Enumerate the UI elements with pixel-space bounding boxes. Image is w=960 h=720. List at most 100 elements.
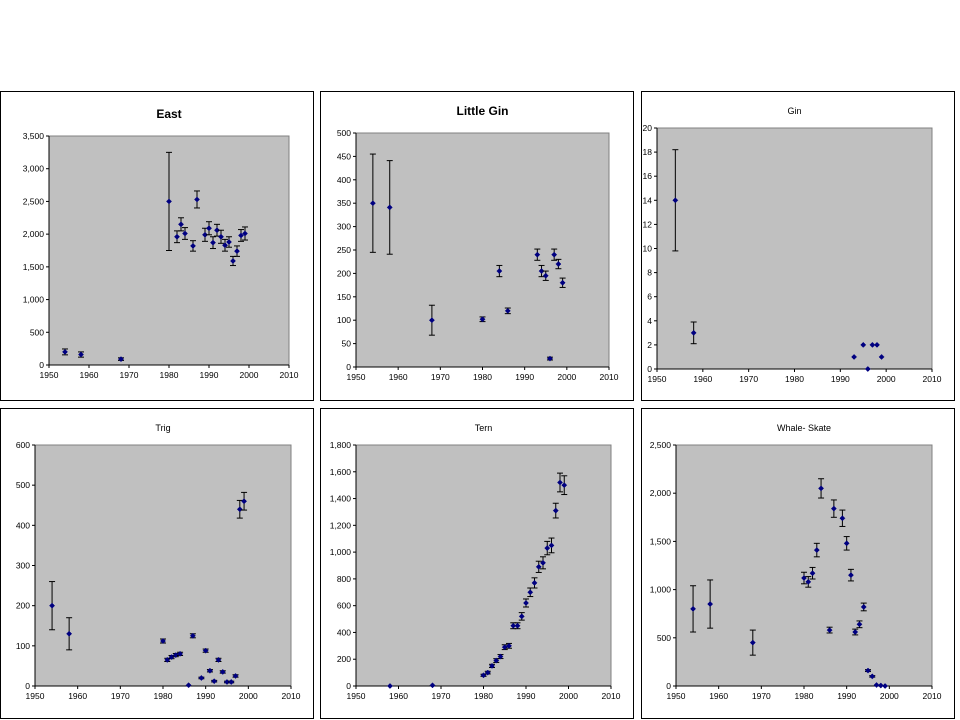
- x-tick-label: 2010: [923, 374, 942, 384]
- chart-title: Gin: [787, 106, 801, 116]
- data-point-marker: [860, 603, 867, 610]
- data-point-marker: [534, 251, 541, 258]
- x-tick-label: 1980: [473, 372, 492, 382]
- data-point-marker: [202, 647, 209, 654]
- chart-svg: Little Gin 0 50 100 150 200 250 300 350 400 450 500…: [337, 104, 619, 382]
- y-tick-label: 1,600: [330, 467, 352, 477]
- data-point-marker: [869, 341, 876, 348]
- data-point-marker: [62, 348, 68, 355]
- data-point-marker: [226, 239, 232, 245]
- data-point-marker: [852, 629, 859, 635]
- y-tick-label: 600: [16, 440, 30, 450]
- y-tick-label: 600: [337, 601, 351, 611]
- y-tick-label: 1,200: [330, 520, 352, 530]
- data-point-marker: [690, 605, 697, 612]
- x-tick-label: 2010: [282, 691, 301, 701]
- data-point-marker: [839, 515, 846, 522]
- data-point-marker: [514, 622, 521, 629]
- data-point-marker: [228, 679, 235, 685]
- data-point-marker: [242, 230, 248, 237]
- chart-panel-trig: Trig 0 100 200 300 400 500 600 1950 1960 1970 1980 1…: [0, 408, 314, 719]
- data-point-marker: [166, 198, 172, 205]
- y-tick-label: 4: [647, 316, 652, 326]
- data-point-marker: [504, 307, 511, 314]
- data-point-marker: [826, 627, 833, 634]
- data-point-marker: [535, 563, 542, 570]
- data-point-marker: [874, 341, 880, 348]
- y-tick-label: 6: [647, 292, 652, 302]
- data-point-marker: [66, 630, 73, 637]
- data-point-marker: [210, 239, 216, 246]
- data-point-marker: [561, 482, 568, 489]
- data-point-marker: [860, 341, 867, 348]
- y-tick-label: 50: [342, 339, 352, 349]
- data-point-marker: [185, 682, 192, 689]
- chart-svg: Tern 0 200 400 600 800 1,000 1,200 1,400 1,600 1,8…: [330, 423, 621, 701]
- data-point-marker: [672, 197, 679, 204]
- x-tick-label: 1950: [40, 370, 59, 380]
- chart-svg: Gin 0 2 4 6 8 10 12 14 16 18 20 1950 1960 1970 1980 1990…: [643, 106, 942, 384]
- data-point-marker: [49, 602, 56, 609]
- data-point-marker: [801, 575, 807, 581]
- data-point-marker: [707, 601, 714, 608]
- y-tick-label: 800: [337, 574, 351, 584]
- y-tick-label: 1,000: [650, 585, 672, 595]
- data-point-marker: [211, 678, 218, 685]
- y-tick-label: 250: [337, 245, 351, 255]
- data-point-marker: [518, 613, 525, 620]
- data-point-marker: [496, 268, 503, 275]
- x-tick-label: 2010: [923, 691, 942, 701]
- x-tick-label: 1960: [709, 691, 728, 701]
- y-tick-label: 2,500: [650, 440, 672, 450]
- data-point-marker: [198, 675, 205, 681]
- y-tick-label: 500: [16, 480, 30, 490]
- data-point-marker: [497, 653, 504, 660]
- data-point-marker: [865, 667, 871, 674]
- data-point-marker: [118, 356, 124, 363]
- data-point-marker: [493, 657, 500, 664]
- y-tick-label: 3,000: [23, 164, 45, 174]
- data-point-marker: [540, 559, 546, 566]
- data-point-marker: [830, 505, 837, 512]
- data-point-marker: [206, 667, 213, 674]
- plot-area: [34, 444, 292, 687]
- y-tick-label: 3,500: [23, 131, 45, 141]
- data-point-marker: [523, 600, 529, 606]
- plot-area: [355, 132, 610, 368]
- data-point-marker: [189, 632, 196, 639]
- chart-svg: East 0 500 1,000 1,500 2,000 2,500 3,000 3,500 19…: [23, 107, 299, 380]
- y-tick-label: 2,000: [650, 488, 672, 498]
- x-tick-label: 1980: [785, 374, 804, 384]
- chart-svg: Whale- Skate 0 500 1,000 1,500 2,000 2,500 1950…: [650, 423, 942, 701]
- data-point-marker: [506, 642, 512, 649]
- data-point-marker: [510, 622, 517, 629]
- data-point-marker: [177, 650, 184, 657]
- data-point-marker: [214, 227, 220, 234]
- y-tick-label: 0: [346, 362, 351, 372]
- x-tick-label: 1950: [648, 374, 667, 384]
- y-tick-label: 0: [346, 681, 351, 691]
- x-tick-label: 1950: [26, 691, 45, 701]
- plot-area: [656, 127, 933, 370]
- x-tick-label: 2010: [602, 691, 621, 701]
- data-point-marker: [527, 589, 534, 596]
- data-point-marker: [864, 366, 871, 372]
- x-tick-label: 1970: [432, 691, 451, 701]
- data-point-marker: [174, 233, 180, 240]
- data-point-marker: [241, 498, 248, 505]
- data-point-marker: [190, 242, 196, 249]
- y-tick-label: 500: [337, 128, 351, 138]
- data-point-marker: [429, 682, 436, 689]
- data-point-marker: [484, 669, 491, 676]
- y-tick-label: 1,500: [23, 262, 45, 272]
- data-point-marker: [882, 683, 889, 689]
- x-tick-label: 2000: [240, 370, 259, 380]
- data-point-marker: [818, 485, 825, 492]
- y-tick-label: 1,400: [330, 494, 352, 504]
- data-point-marker: [544, 545, 551, 552]
- y-tick-label: 400: [16, 520, 30, 530]
- data-point-marker: [160, 638, 166, 644]
- x-tick-label: 1950: [347, 372, 366, 382]
- data-point-marker: [230, 258, 236, 264]
- y-tick-label: 10: [643, 244, 653, 254]
